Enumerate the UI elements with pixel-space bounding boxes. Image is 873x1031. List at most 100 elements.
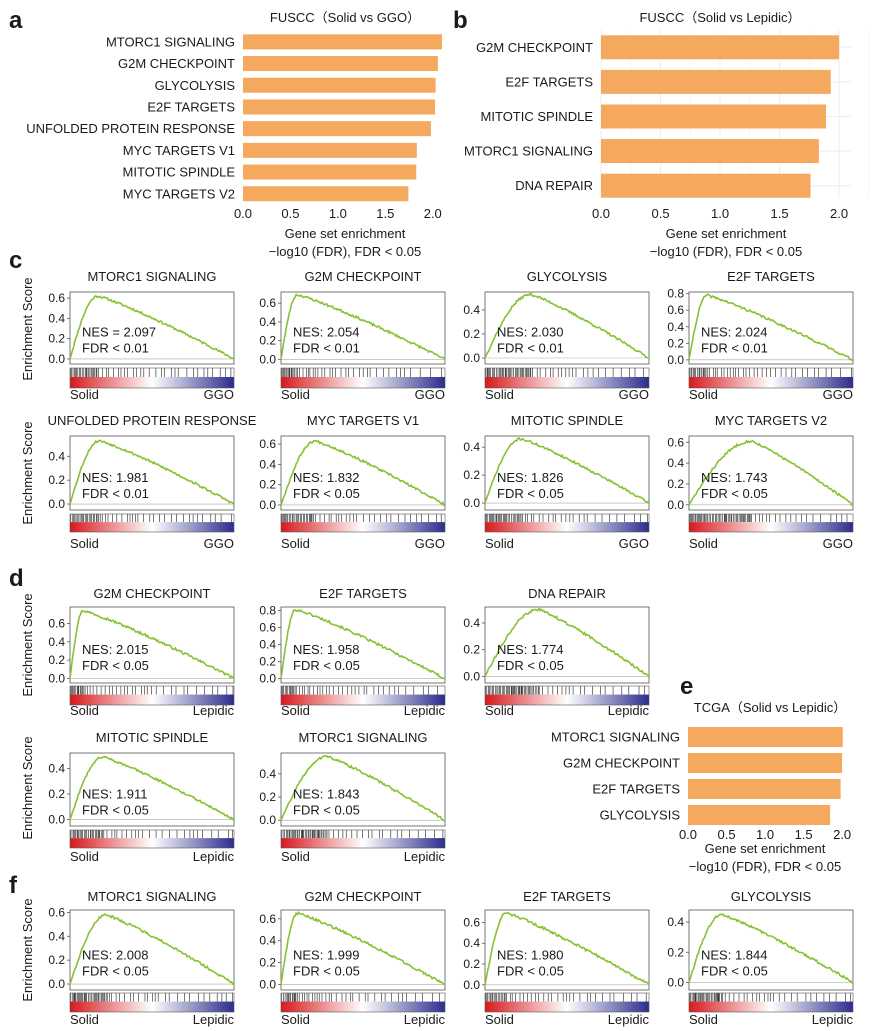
tick-label: 0.2 — [463, 643, 480, 657]
tick-label: 0.0 — [259, 352, 276, 366]
chart-title: TCGA（Solid vs Lepidic） — [694, 700, 846, 715]
tick-label: 0.4 — [48, 449, 65, 463]
group-label-right: GGO — [204, 536, 234, 551]
fdr-label: FDR < 0.05 — [293, 486, 360, 501]
tick-label: 0.4 — [463, 616, 480, 630]
y-axis-label: Enrichment Score — [20, 277, 35, 380]
gsea-plot-c-5: MYC TARGETS V1 0.0 0.2 0.4 0.6 NES: 1.832FDR … — [259, 413, 446, 551]
rank-gradient — [70, 522, 234, 532]
tick-label: 0.4 — [667, 320, 684, 334]
group-label-right: Lepidic — [193, 849, 235, 864]
tick-label: 0.0 — [667, 353, 684, 367]
nes-label: NES: 2.054 — [293, 325, 360, 340]
tick-label: 1.0 — [711, 206, 729, 221]
nes-label: NES: 1.743 — [701, 470, 768, 485]
bar-chart-e: TCGA（Solid vs Lepidic） MTORC1 SIGNALING G2… — [551, 700, 851, 874]
fdr-label: FDR < 0.05 — [82, 802, 149, 817]
fdr-label: FDR < 0.05 — [701, 486, 768, 501]
tick-label: 0.8 — [667, 287, 684, 301]
fdr-label: FDR < 0.05 — [497, 658, 564, 673]
tick-label: 0.4 — [48, 635, 65, 649]
bar — [243, 142, 417, 158]
tick-label: 0.4 — [463, 440, 480, 454]
nes-label: NES: 1.981 — [82, 470, 149, 485]
axis-label: Gene set enrichment — [666, 226, 787, 241]
gsea-plot-d-1: E2F TARGETS 0.0 0.2 0.4 0.6 0.8 NES: 1.958FDR … — [259, 586, 445, 718]
group-label-right: Lepidic — [404, 849, 446, 864]
y-axis-label: Enrichment Score — [20, 421, 35, 524]
bar — [243, 186, 409, 202]
fdr-label: FDR < 0.01 — [82, 341, 149, 356]
y-axis-label: Enrichment Score — [20, 593, 35, 696]
category-label: UNFOLDED PROTEIN RESPONSE — [26, 121, 235, 136]
gsea-plot-c-0: MTORC1 SIGNALING 0.0 0.2 0.4 0.6 NES = 2.097F… — [20, 269, 235, 402]
rank-gradient — [281, 694, 445, 705]
enrichment-curve — [484, 437, 650, 504]
plot-frame — [69, 606, 235, 684]
enrichment-curve — [484, 911, 650, 986]
enrichment-curve — [69, 609, 235, 680]
tick-label: 0.4 — [259, 457, 276, 471]
group-label-right: GGO — [619, 536, 649, 551]
axis-label: −log10 (FDR), FDR < 0.05 — [689, 859, 841, 874]
group-label-right: GGO — [415, 536, 445, 551]
rank-gradient — [281, 1001, 445, 1012]
group-label-left: Solid — [70, 536, 99, 551]
plot-frame — [280, 291, 446, 365]
fdr-label: FDR < 0.01 — [293, 341, 360, 356]
plot-title: G2M CHECKPOINT — [304, 269, 421, 284]
plot-title: GLYCOLYSIS — [731, 889, 812, 904]
tick-label: 0.6 — [259, 296, 276, 310]
category-label: MYC TARGETS V1 — [123, 143, 235, 158]
gsea-plot-c-4: UNFOLDED PROTEIN RESPONSE 0.0 0.2 0.4 NES: 1… — [20, 413, 257, 551]
bar — [243, 77, 436, 93]
tick-label: 0.0 — [463, 978, 480, 992]
tick-label: 0.0 — [48, 671, 65, 685]
nes-label: NES = 2.097 — [82, 325, 156, 340]
category-label: MITOTIC SPINDLE — [123, 165, 236, 180]
enrichment-curve — [484, 607, 650, 677]
rank-frame — [280, 992, 446, 1013]
fdr-label: FDR < 0.05 — [497, 486, 564, 501]
rank-frame — [484, 685, 650, 706]
rank-frame — [484, 513, 650, 533]
hit-ticks — [281, 993, 440, 1002]
group-label-right: GGO — [415, 387, 445, 402]
group-label-right: Lepidic — [193, 1012, 235, 1027]
hit-ticks — [70, 830, 233, 839]
hit-ticks — [281, 830, 444, 839]
tick-label: 0.0 — [259, 498, 276, 512]
hit-ticks — [689, 368, 852, 377]
group-label-right: Lepidic — [193, 703, 235, 718]
group-label-left: Solid — [281, 387, 310, 402]
category-label: MTORC1 SIGNALING — [551, 730, 680, 745]
group-label-left: Solid — [485, 703, 514, 718]
tick-label: 0.2 — [48, 332, 65, 346]
tick-label: 0.2 — [48, 953, 65, 967]
group-label-left: Solid — [281, 536, 310, 551]
tick-label: 0.4 — [259, 315, 276, 329]
group-label-right: GGO — [619, 387, 649, 402]
tick-label: 0.2 — [48, 473, 65, 487]
rank-frame — [280, 829, 446, 849]
chart-title: FUSCC（Solid vs Lepidic） — [639, 10, 800, 25]
hit-ticks — [485, 514, 648, 523]
plot-frame — [280, 909, 446, 991]
category-label: E2F TARGETS — [147, 99, 235, 114]
bar — [601, 104, 826, 129]
rank-gradient — [70, 1001, 234, 1012]
y-axis-label: Enrichment Score — [20, 898, 35, 1001]
group-label-left: Solid — [70, 703, 99, 718]
fdr-label: FDR < 0.05 — [293, 802, 360, 817]
enrichment-curve — [688, 293, 854, 361]
bar — [243, 164, 417, 180]
rank-gradient — [281, 838, 445, 848]
plot-title: GLYCOLYSIS — [527, 269, 608, 284]
axis-label: Gene set enrichment — [705, 841, 826, 856]
rank-frame — [484, 367, 650, 389]
category-label: MYC TARGETS V2 — [123, 186, 235, 201]
bar — [601, 139, 819, 164]
